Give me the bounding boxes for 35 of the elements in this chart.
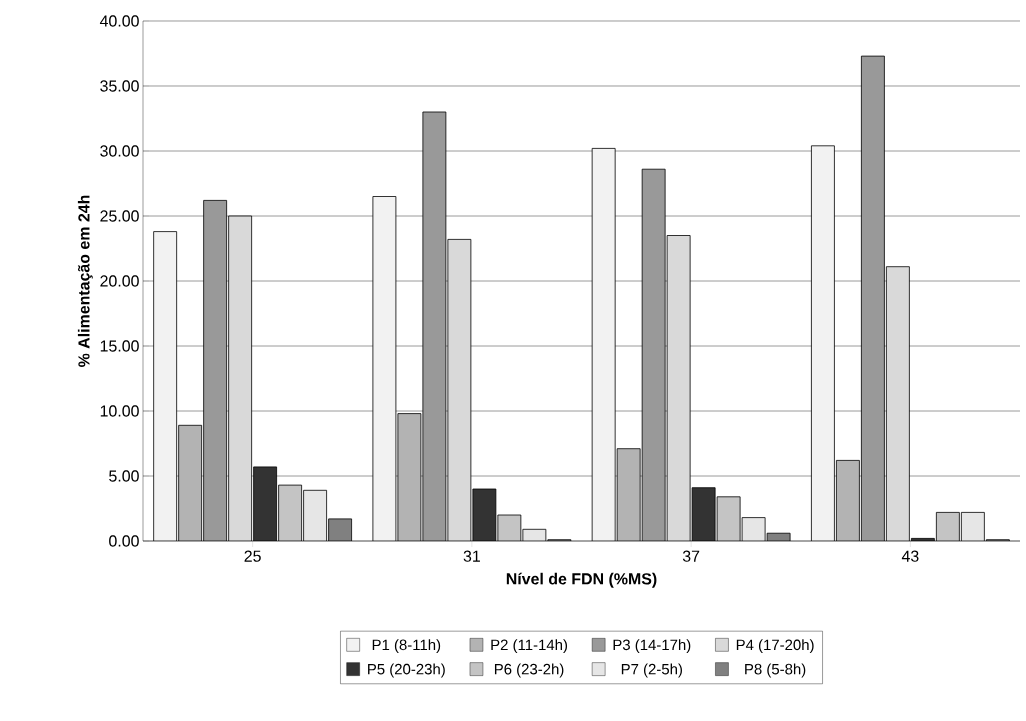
bar — [422, 111, 447, 541]
legend-label: P7 (2-5h) — [621, 663, 682, 678]
x-axis-title: Nível de FDN (%MS) — [506, 572, 657, 588]
bar — [278, 484, 303, 541]
x-tick-label: 37 — [682, 550, 700, 562]
y-tick-label: 15.00 — [100, 340, 139, 352]
bar — [666, 235, 691, 541]
y-tick-label: 30.00 — [100, 145, 139, 157]
bar — [935, 512, 960, 541]
bar — [228, 215, 253, 541]
legend-label: P8 (5-8h) — [745, 663, 806, 678]
x-tick-label: 25 — [244, 550, 261, 562]
x-tick-label: 43 — [901, 550, 919, 562]
legend-label: P6 (23-2h) — [494, 663, 564, 678]
y-axis-title: % Alimentação em 24h — [77, 195, 93, 367]
bar — [960, 512, 985, 541]
bar — [447, 239, 472, 541]
bar — [885, 266, 910, 541]
y-tick-label: 40.00 — [99, 15, 139, 27]
y-tick-label: 25.00 — [100, 210, 139, 222]
bar — [203, 200, 228, 541]
x-tick-label: 31 — [463, 550, 480, 562]
y-tick-label: 35.00 — [100, 80, 139, 92]
legend-label: P1 (8-11h) — [372, 639, 441, 654]
bar — [303, 489, 328, 541]
legend-label: P4 (17-20h) — [736, 639, 814, 654]
y-tick-label: 20.00 — [100, 275, 139, 287]
y-tick-label: 5.00 — [109, 470, 139, 482]
bar — [860, 55, 885, 541]
y-tick-label: 0.00 — [109, 535, 139, 547]
legend-label: P3 (14-17h) — [613, 639, 691, 654]
legend-label: P2 (11-14h) — [491, 639, 568, 654]
y-tick-label: 10.00 — [100, 405, 139, 417]
legend-label: P5 (20-23h) — [368, 663, 445, 678]
bar — [641, 168, 666, 541]
